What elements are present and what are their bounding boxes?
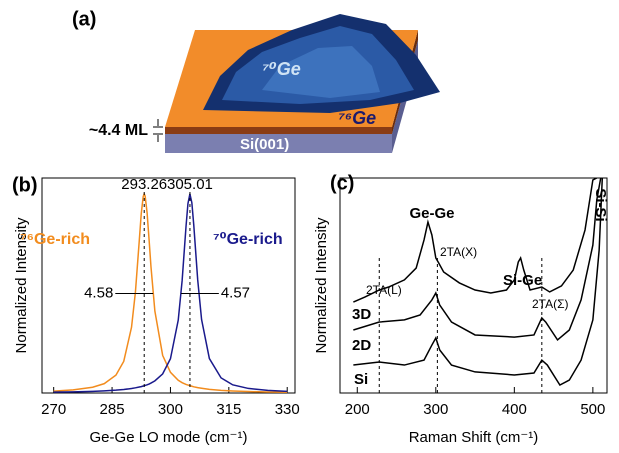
wetting-layer bbox=[165, 127, 392, 134]
series-label: Si bbox=[354, 371, 368, 388]
peak-label: 293.26 bbox=[121, 176, 167, 193]
x-tick-label: 330 bbox=[275, 401, 300, 418]
series-label: 3D bbox=[352, 306, 371, 323]
fwhm-label: 4.57 bbox=[221, 284, 250, 301]
x-tick-label: 285 bbox=[100, 401, 125, 418]
series-label: ⁷⁰Ge-rich bbox=[213, 231, 283, 248]
fwhm-label: 4.58 bbox=[84, 284, 113, 301]
x-tick-label: 300 bbox=[158, 401, 183, 418]
x-tick-label: 400 bbox=[502, 401, 527, 418]
panel-label: (b) bbox=[12, 174, 38, 196]
layer-label: ⁷⁶Ge bbox=[338, 108, 376, 128]
plot-area bbox=[353, 178, 602, 385]
panel-label: (c) bbox=[330, 172, 354, 194]
x-tick-label: 200 bbox=[345, 401, 370, 418]
x-tick-label: 315 bbox=[216, 401, 241, 418]
dot-label: ⁷⁰Ge bbox=[262, 59, 301, 79]
thickness-label: ~4.4 ML bbox=[89, 122, 148, 139]
sample-illustration bbox=[153, 14, 440, 153]
substrate-label: Si(001) bbox=[240, 136, 289, 153]
x-axis-label: Ge-Ge LO mode (cm⁻¹) bbox=[90, 429, 248, 446]
panel-label: (a) bbox=[72, 8, 96, 30]
annotation: Ge-Ge bbox=[409, 205, 454, 222]
annotation: 2TA(Σ) bbox=[532, 297, 569, 311]
annotation: 2TA(L) bbox=[366, 283, 402, 297]
figure: (a) ⁷⁰Ge ⁷⁶Ge ~4.4 ML Si(001) Ge-Ge 2TA(… bbox=[0, 0, 619, 453]
series-label: 2D bbox=[352, 337, 371, 354]
x-tick-label: 270 bbox=[41, 401, 66, 418]
plot-frame bbox=[42, 178, 295, 393]
page: (a) ⁷⁰Ge ⁷⁶Ge ~4.4 ML Si(001) Ge-Ge 2TA(… bbox=[0, 0, 619, 453]
y-axis-label: Normalized Intensity bbox=[313, 217, 330, 353]
x-tick-label: 500 bbox=[580, 401, 605, 418]
series-label: ⁷⁶Ge-rich bbox=[20, 231, 90, 248]
peak-label: 305.01 bbox=[167, 176, 213, 193]
x-axis-label: Raman Shift (cm⁻¹) bbox=[409, 429, 539, 446]
x-tick-label: 300 bbox=[423, 401, 448, 418]
annotation: 2TA(X) bbox=[440, 245, 477, 259]
